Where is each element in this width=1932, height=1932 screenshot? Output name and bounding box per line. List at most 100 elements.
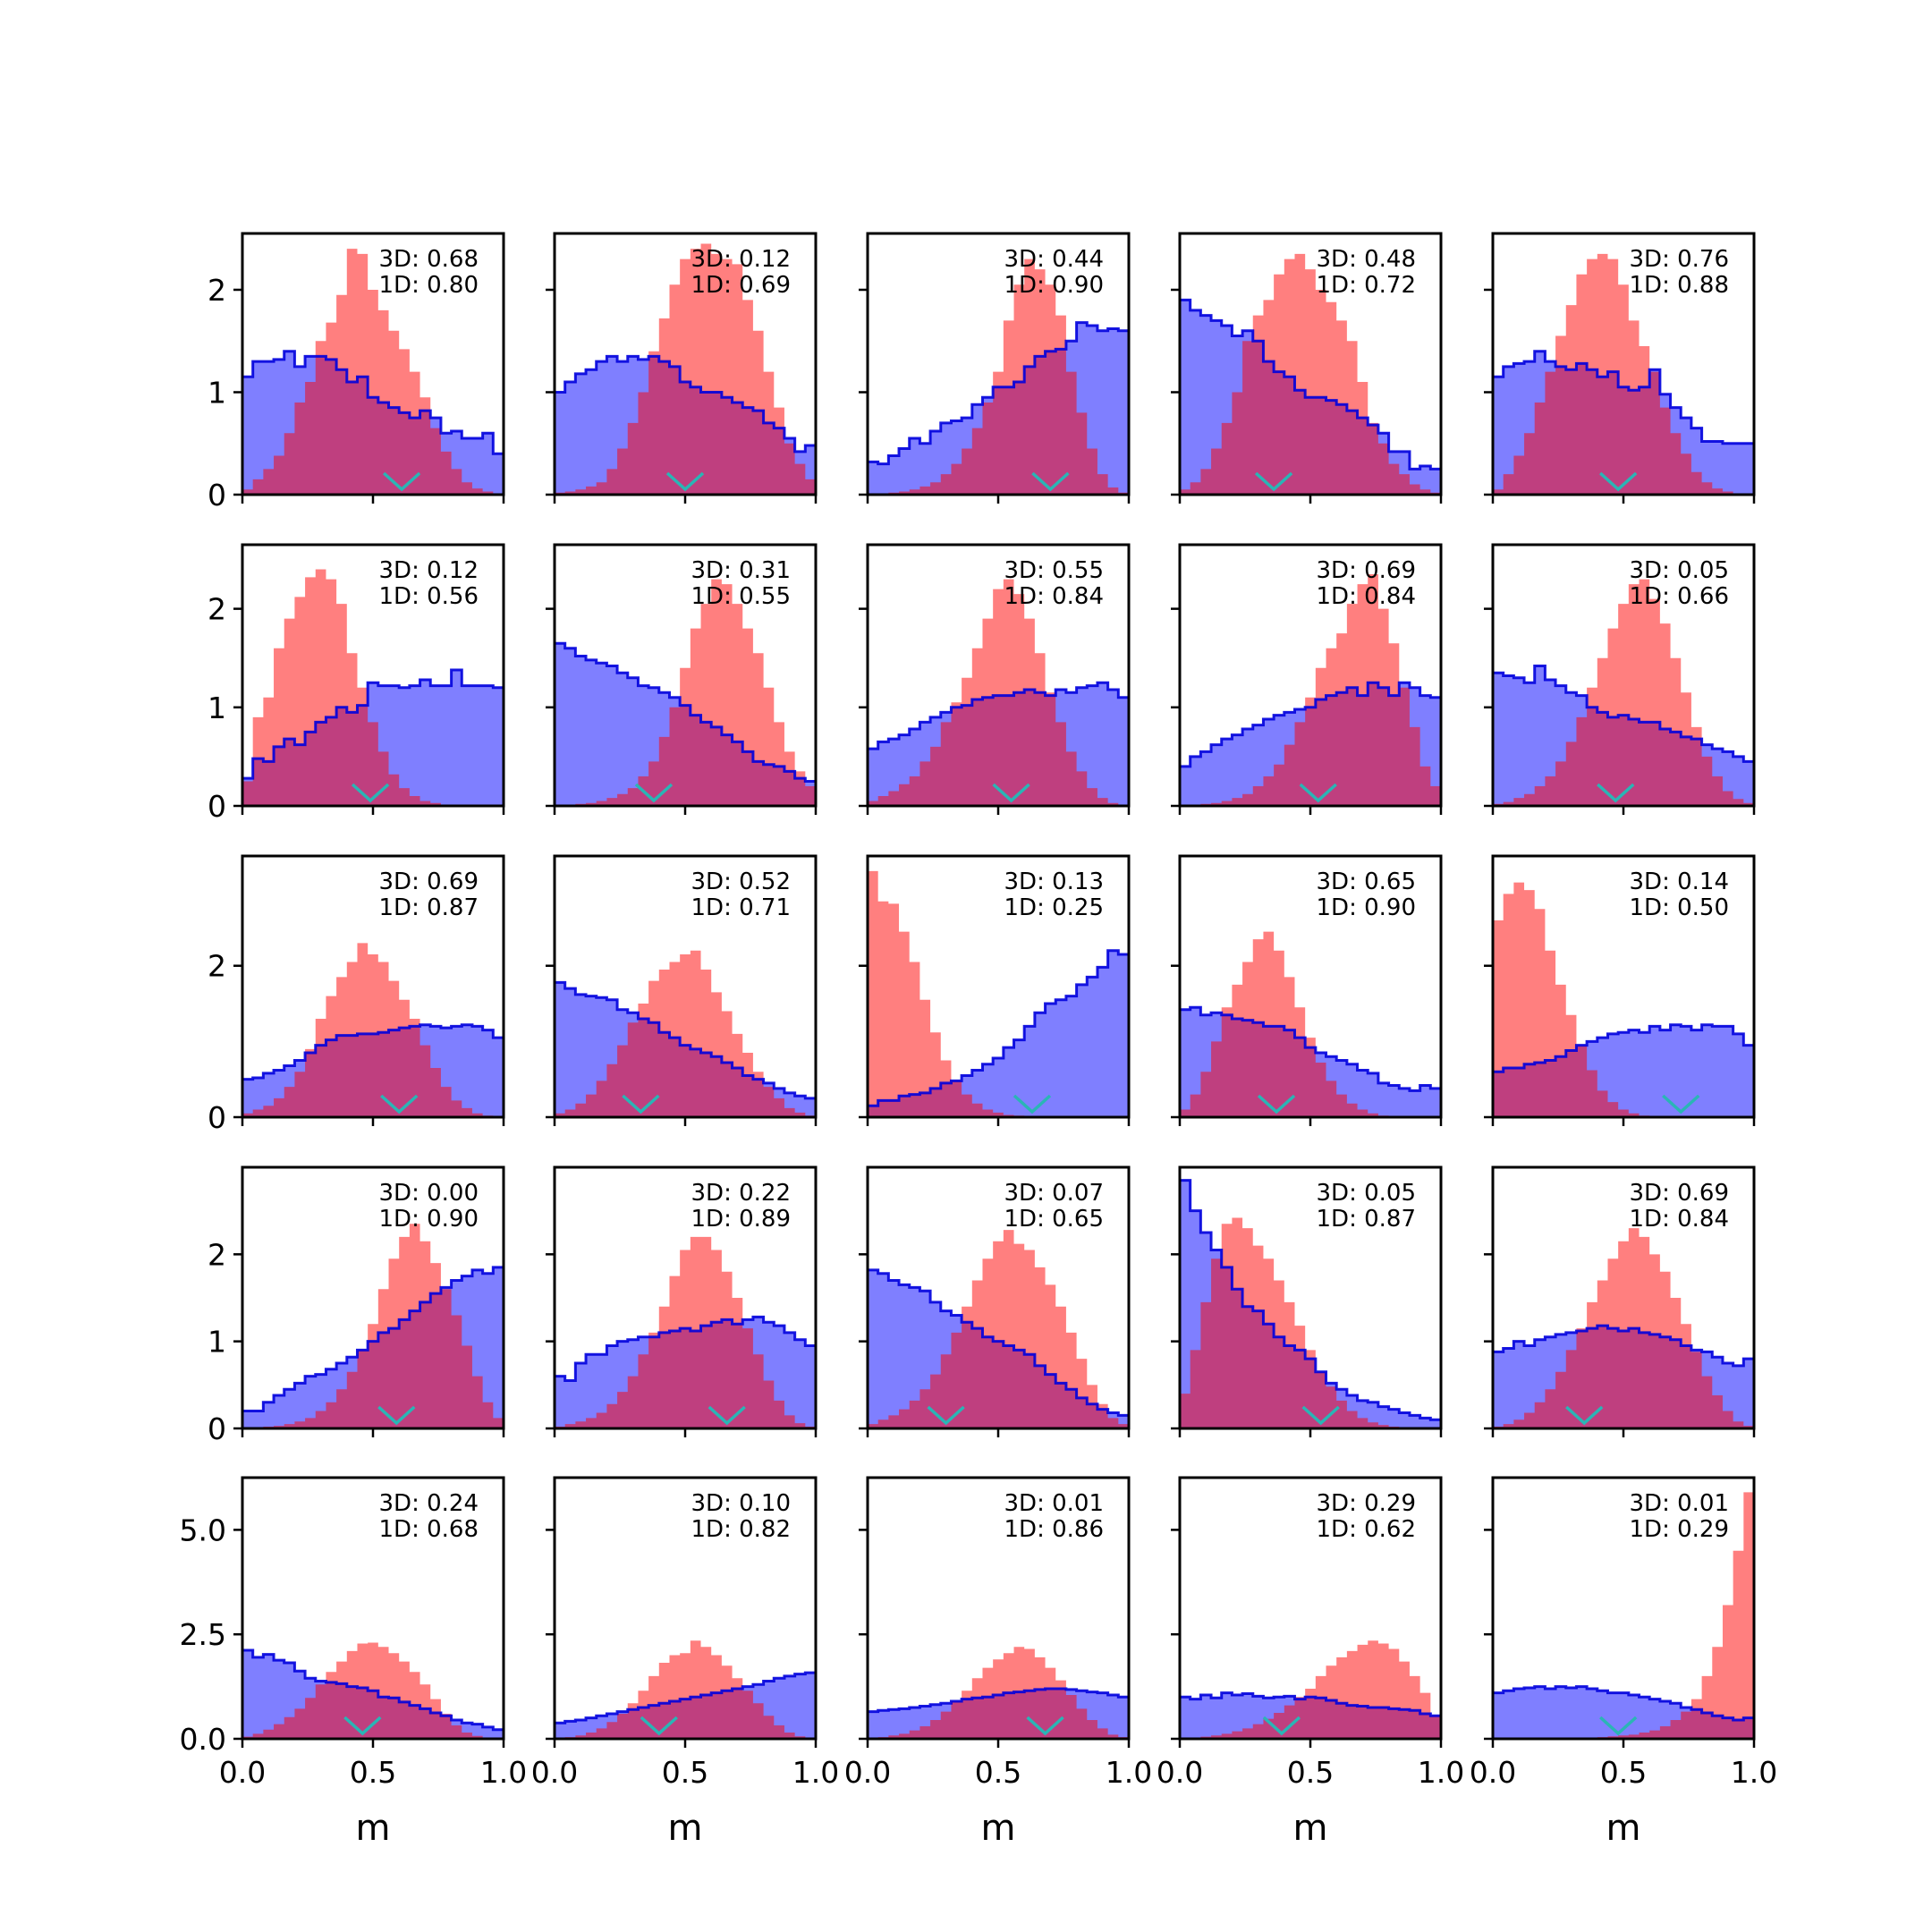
median-marker: [351, 783, 390, 803]
y-tick-label: 2.5: [180, 1617, 226, 1652]
blue-histogram-outline: [868, 1687, 1129, 1739]
x-tick-label: 1.0: [1418, 1755, 1464, 1790]
red-histogram-fill: [868, 1647, 1129, 1739]
blue-histogram-outline: [1180, 1691, 1441, 1739]
blue-histogram-outline: [1180, 298, 1441, 495]
median-marker: [1299, 783, 1337, 803]
annotation-3d: 3D: 0.12: [691, 246, 791, 273]
blue-histogram-outline: [242, 350, 504, 495]
blue-histogram-outline: [1180, 1179, 1441, 1428]
annotation-1d: 1D: 0.55: [691, 583, 791, 610]
red-histogram-fill: [1493, 1492, 1754, 1739]
y-tick-label: 0: [208, 789, 226, 824]
y-tick-label: 0: [208, 1100, 226, 1135]
annotation-3d: 3D: 0.55: [1004, 557, 1104, 584]
y-tick-label: 2: [208, 592, 226, 627]
annotation-3d: 3D: 0.31: [691, 557, 791, 584]
median-marker: [1662, 1094, 1700, 1114]
annotation-1d: 1D: 0.25: [1004, 894, 1104, 921]
red-histogram-fill: [1493, 1228, 1754, 1428]
annotation-1d: 1D: 0.84: [1317, 583, 1416, 610]
median-marker: [708, 1405, 746, 1426]
annotation-3d: 3D: 0.68: [379, 246, 479, 273]
blue-histogram-outline: [555, 980, 816, 1117]
y-tick-label: 0.0: [180, 1722, 226, 1757]
x-tick-label: 0.5: [1287, 1755, 1334, 1790]
median-marker: [1565, 1405, 1604, 1426]
annotation-1d: 1D: 0.84: [1004, 583, 1104, 610]
blue-histogram-fill: [868, 950, 1129, 1117]
x-tick-label: 0.5: [975, 1755, 1021, 1790]
annotation-3d: 3D: 0.52: [691, 869, 791, 895]
red-histogram-fill: [242, 943, 504, 1117]
red-histogram-fill: [1493, 579, 1754, 806]
y-tick-label: 1: [208, 691, 226, 725]
y-tick-label: 1: [208, 1325, 226, 1360]
red-histogram-fill: [555, 243, 816, 495]
median-marker: [992, 783, 1030, 803]
red-histogram-fill: [242, 569, 504, 806]
y-tick-label: 1: [208, 375, 226, 410]
blue-histogram-outline: [1493, 1324, 1754, 1428]
y-tick-label: 5.0: [180, 1513, 226, 1547]
annotation-1d: 1D: 0.88: [1630, 272, 1729, 299]
median-marker: [382, 471, 421, 492]
annotation-3d: 3D: 0.65: [1317, 869, 1416, 895]
annotation-3d: 3D: 0.44: [1004, 246, 1104, 273]
annotation-3d: 3D: 0.01: [1004, 1490, 1104, 1517]
annotation-1d: 1D: 0.90: [379, 1206, 479, 1233]
annotation-3d: 3D: 0.14: [1630, 869, 1729, 895]
median-marker: [1031, 471, 1070, 492]
red-histogram-fill: [1180, 1640, 1441, 1739]
median-marker: [1257, 1094, 1296, 1114]
blue-histogram-outline: [555, 1671, 816, 1739]
median-marker: [1598, 471, 1638, 492]
median-marker: [622, 1094, 660, 1114]
red-histogram-fill: [868, 1230, 1129, 1428]
annotation-1d: 1D: 0.89: [691, 1206, 791, 1233]
red-histogram-fill: [1180, 1217, 1441, 1428]
blue-histogram-outline: [555, 641, 816, 806]
median-marker: [377, 1405, 416, 1426]
annotation-1d: 1D: 0.56: [379, 583, 479, 610]
blue-histogram-outline: [868, 1268, 1129, 1428]
annotation-3d: 3D: 0.24: [379, 1490, 479, 1517]
y-tick-label: 2: [208, 273, 226, 308]
annotation-1d: 1D: 0.87: [379, 894, 479, 921]
red-histogram-fill: [1180, 931, 1441, 1117]
annotation-1d: 1D: 0.87: [1317, 1206, 1416, 1233]
x-axis-label: m: [356, 1808, 391, 1849]
red-histogram-fill: [1180, 574, 1441, 806]
median-marker: [380, 1094, 419, 1114]
blue-histogram-outline: [242, 1023, 504, 1117]
median-marker: [1262, 1716, 1301, 1736]
annotation-3d: 3D: 0.01: [1630, 1490, 1729, 1517]
annotation-1d: 1D: 0.90: [1317, 894, 1416, 921]
blue-histogram-outline: [242, 1648, 504, 1739]
red-histogram-fill: [868, 870, 1129, 1117]
x-tick-label: 1.0: [1106, 1755, 1152, 1790]
median-marker: [1013, 1094, 1052, 1114]
annotation-3d: 3D: 0.07: [1004, 1180, 1104, 1207]
median-marker: [927, 1405, 965, 1426]
annotation-1d: 1D: 0.82: [691, 1516, 791, 1543]
x-tick-label: 1.0: [480, 1755, 527, 1790]
annotation-1d: 1D: 0.84: [1630, 1206, 1729, 1233]
blue-histogram-outline: [868, 681, 1129, 806]
annotation-1d: 1D: 0.50: [1630, 894, 1729, 921]
blue-histogram-outline: [1180, 1005, 1441, 1117]
x-axis-label: m: [1293, 1808, 1328, 1849]
x-tick-label: 0.5: [1600, 1755, 1647, 1790]
